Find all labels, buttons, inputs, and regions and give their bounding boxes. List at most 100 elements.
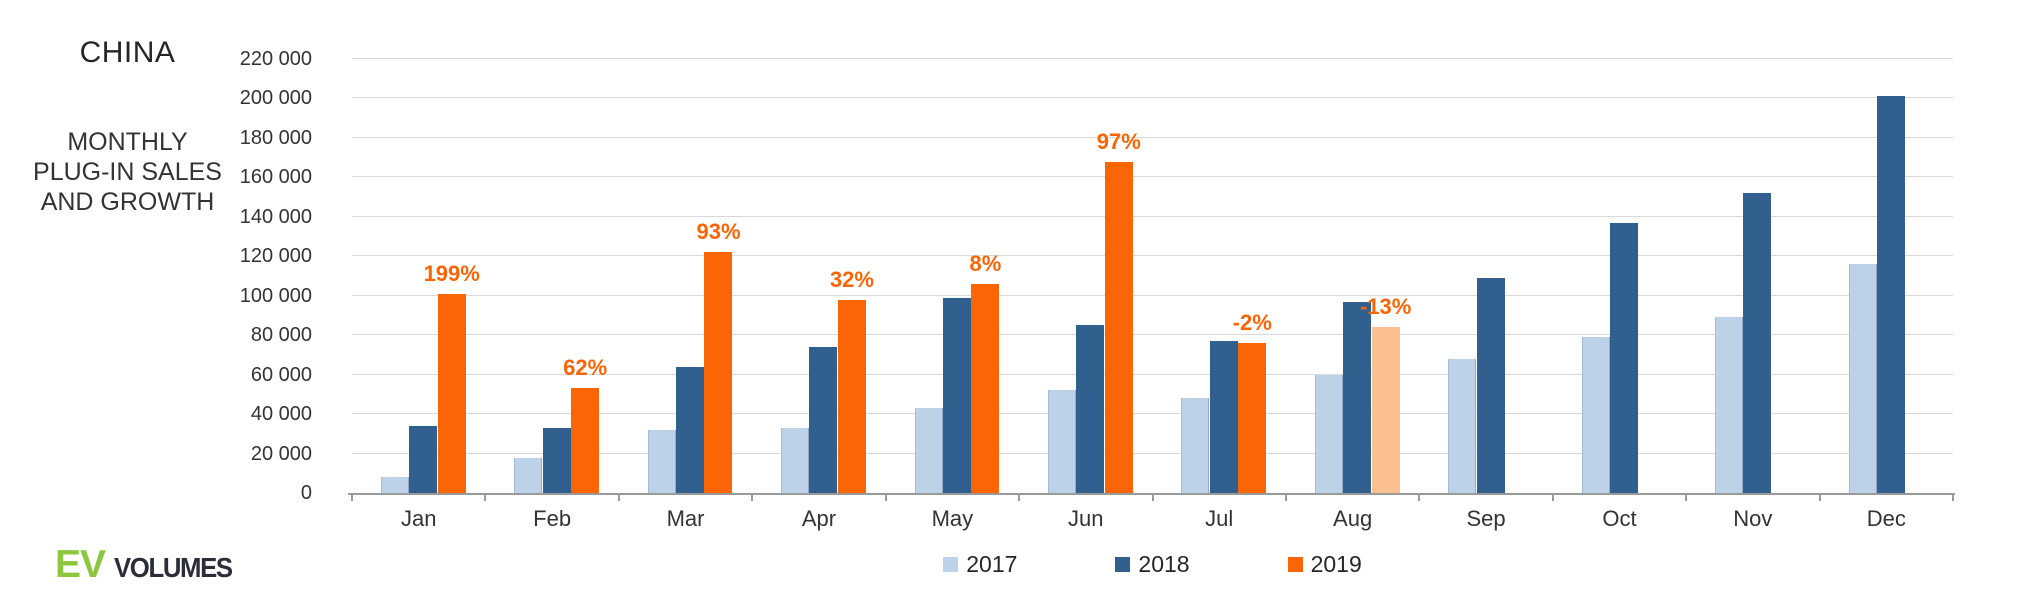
growth-label-jan: 199% bbox=[423, 260, 480, 286]
bar-2018-jan bbox=[409, 425, 438, 493]
gridline bbox=[352, 58, 1953, 59]
x-tick-label-nov: Nov bbox=[1733, 506, 1773, 531]
bar-group-nov: Nov bbox=[1686, 59, 1819, 531]
y-tick-label: 0 bbox=[300, 482, 312, 504]
bar-2018-aug bbox=[1343, 301, 1372, 493]
growth-label-jun: 97% bbox=[1096, 128, 1141, 154]
legend-label-2017: 2017 bbox=[966, 551, 1018, 577]
ev-volumes-logo: EV VOLUMES bbox=[55, 543, 242, 587]
x-axis-tick bbox=[1818, 493, 1821, 501]
bar-group-jan: 199% Jan bbox=[352, 59, 485, 531]
y-tick-label: 60 000 bbox=[250, 363, 312, 386]
y-tick-label: 160 000 bbox=[239, 166, 312, 189]
x-tick-label-jan: Jan bbox=[400, 506, 437, 531]
x-tick-label-oct: Oct bbox=[1602, 506, 1637, 531]
x-tick-label-sep: Sep bbox=[1466, 506, 1506, 531]
logo-ev-text: EV bbox=[55, 543, 106, 586]
y-tick-label: 200 000 bbox=[239, 87, 312, 110]
x-axis-tick bbox=[1284, 493, 1287, 501]
x-axis-tick bbox=[1151, 493, 1154, 501]
growth-label-mar: 93% bbox=[696, 219, 741, 245]
x-tick-label-aug: Aug bbox=[1333, 506, 1373, 531]
bar-2018-sep bbox=[1476, 277, 1505, 493]
y-tick-label: 180 000 bbox=[239, 126, 312, 149]
x-axis-tick bbox=[484, 493, 487, 501]
x-axis-tick bbox=[884, 493, 887, 501]
bar-2017-sep bbox=[1448, 358, 1477, 493]
gridline bbox=[352, 294, 1953, 296]
bar-2019-feb bbox=[571, 388, 600, 493]
gridline bbox=[352, 373, 1953, 375]
legend-item-2019: 2019 bbox=[1287, 551, 1362, 578]
x-tick-label-dec: Dec bbox=[1866, 506, 1906, 531]
x-axis-tick bbox=[1685, 493, 1688, 501]
x-axis-tick bbox=[1551, 493, 1554, 501]
gridline bbox=[352, 255, 1953, 257]
chart-subtitle-line-1: MONTHLY bbox=[67, 128, 188, 156]
x-axis-tick bbox=[1018, 493, 1021, 501]
chart-subtitle: MONTHLY PLUG-IN SALES AND GROWTH bbox=[5, 127, 250, 217]
y-tick-label: 40 000 bbox=[250, 403, 312, 426]
bar-group-sep: Sep bbox=[1419, 59, 1552, 531]
chart-title: CHINA bbox=[79, 36, 176, 69]
chart-legend: 2017 2018 2019 bbox=[352, 551, 1953, 578]
gridline bbox=[352, 136, 1953, 138]
growth-label-feb: 62% bbox=[563, 355, 608, 381]
bar-2019-aug bbox=[1371, 327, 1400, 493]
bar-2018-nov bbox=[1743, 193, 1772, 493]
bar-2018-jul bbox=[1209, 341, 1238, 493]
logo-volumes-text: VOLUMES bbox=[114, 552, 233, 583]
legend-label-2018: 2018 bbox=[1138, 551, 1190, 577]
x-tick-label-may: May bbox=[931, 506, 974, 531]
bar-2017-oct bbox=[1581, 337, 1610, 493]
bar-2019-mar bbox=[704, 252, 733, 493]
legend-marker-2017 bbox=[943, 557, 959, 572]
bar-2017-jul bbox=[1181, 398, 1210, 493]
bar-group-feb: 62% Feb bbox=[485, 59, 618, 531]
bar-2019-may bbox=[971, 283, 1000, 493]
y-tick-label: 100 000 bbox=[239, 284, 312, 307]
x-tick-label-mar: Mar bbox=[666, 506, 705, 531]
legend-item-2018: 2018 bbox=[1115, 551, 1190, 578]
gridline bbox=[352, 413, 1953, 415]
legend-marker-2019 bbox=[1287, 557, 1303, 572]
bar-2018-dec bbox=[1876, 96, 1905, 493]
bar-group-mar: 93% Mar bbox=[619, 59, 752, 531]
bar-2017-jun bbox=[1048, 390, 1077, 493]
x-axis-tick bbox=[751, 493, 754, 501]
bar-2019-apr bbox=[837, 299, 866, 493]
gridline bbox=[352, 215, 1953, 217]
bar-2018-jun bbox=[1076, 325, 1105, 493]
y-tick-label: 140 000 bbox=[239, 205, 312, 228]
bar-group-jul: -2% Jul bbox=[1153, 59, 1286, 531]
y-tick-label: 120 000 bbox=[239, 245, 312, 268]
bar-2019-jun bbox=[1104, 161, 1133, 493]
bar-2017-aug bbox=[1314, 374, 1343, 493]
y-tick-label: 20 000 bbox=[250, 442, 312, 465]
bar-2018-apr bbox=[809, 347, 838, 493]
legend-marker-2018 bbox=[1115, 557, 1131, 572]
gridline bbox=[352, 452, 1953, 454]
bar-2018-mar bbox=[676, 366, 705, 493]
bar-2017-apr bbox=[781, 427, 810, 493]
gridline bbox=[352, 334, 1953, 336]
growth-label-may: 8% bbox=[969, 250, 1002, 276]
bar-2017-mar bbox=[647, 429, 676, 493]
x-axis-tick bbox=[1418, 493, 1421, 501]
legend-item-2017: 2017 bbox=[943, 551, 1017, 578]
x-tick-label-jul: Jul bbox=[1205, 506, 1234, 531]
x-tick-label-apr: Apr bbox=[801, 506, 837, 531]
bar-2017-jan bbox=[380, 477, 409, 493]
growth-label-aug: -13% bbox=[1359, 294, 1412, 320]
bar-group-dec: Dec bbox=[1820, 59, 1953, 531]
bar-group-oct: Oct bbox=[1553, 59, 1686, 531]
y-tick-label: 220 000 bbox=[239, 48, 312, 70]
bar-2017-feb bbox=[514, 457, 543, 493]
y-tick-label: 80 000 bbox=[250, 324, 312, 347]
gridline bbox=[352, 97, 1953, 99]
growth-label-jul: -2% bbox=[1232, 310, 1272, 336]
chart-subtitle-line-3: AND GROWTH bbox=[40, 188, 215, 216]
bar-2017-may bbox=[914, 408, 943, 493]
bar-group-apr: 32% Apr bbox=[752, 59, 885, 531]
